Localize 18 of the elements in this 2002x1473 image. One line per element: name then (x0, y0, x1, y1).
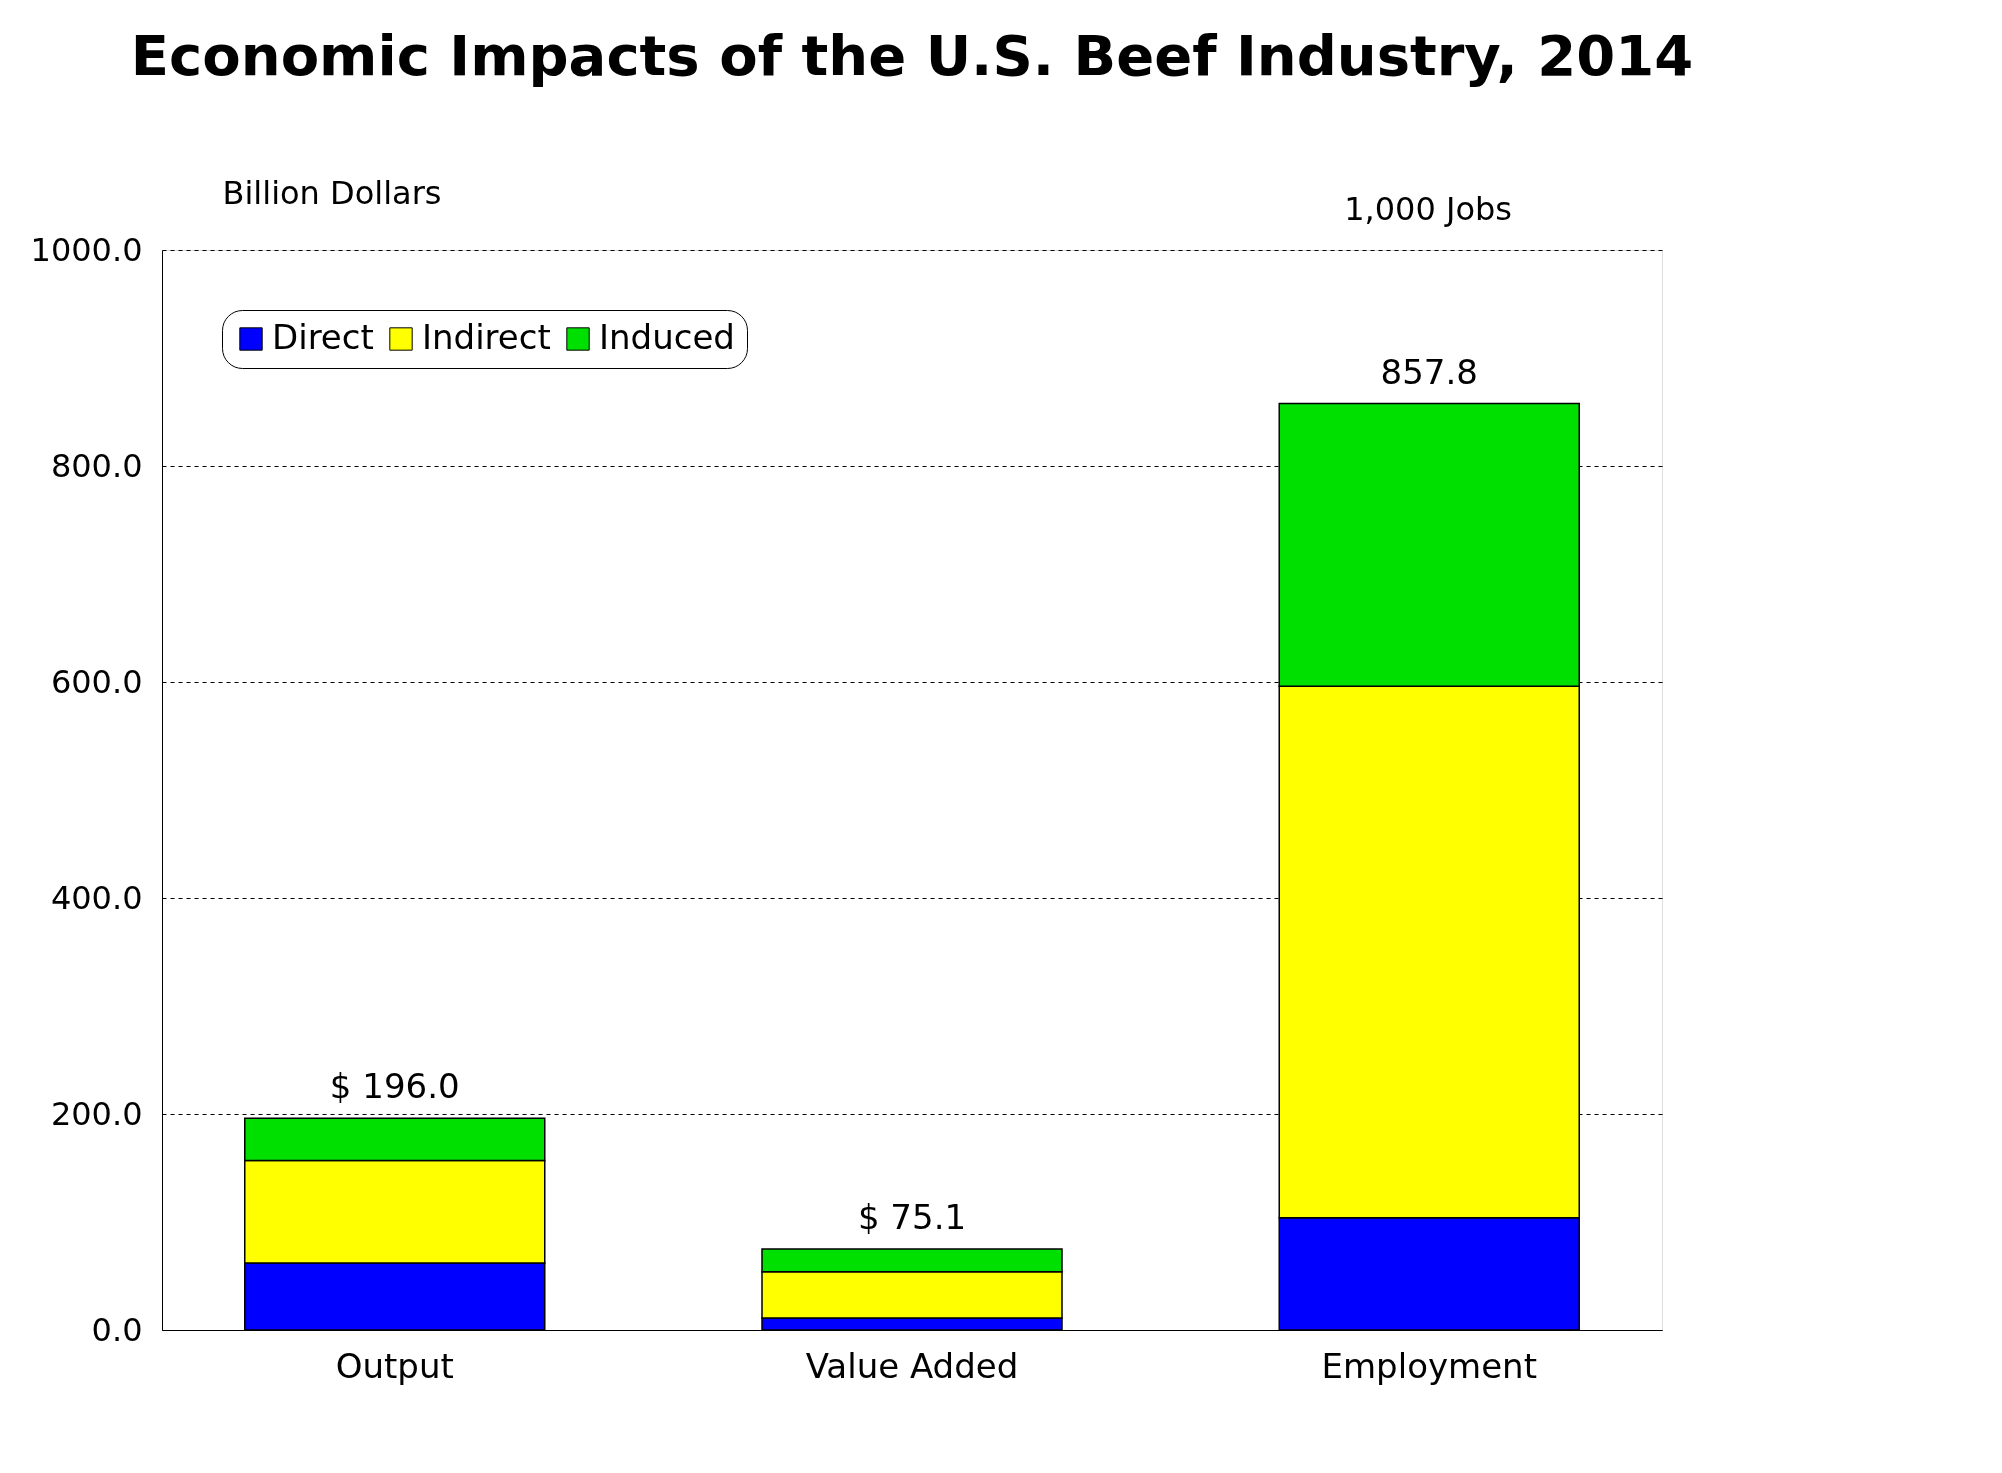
legend-label: Direct (272, 317, 374, 357)
y-tick-label: 400.0 (50, 878, 143, 917)
chart-title: Economic Impacts of the U.S. Beef Industry, 2014 (130, 23, 1694, 88)
y-tick-label: 0.0 (91, 1310, 143, 1349)
total-label: $ 196.0 (329, 1066, 460, 1107)
legend-label: Indirect (422, 317, 551, 357)
y-tick-label: 200.0 (50, 1094, 143, 1133)
y-tick-label: 600.0 (50, 662, 143, 701)
total-label: $ 75.1 (857, 1196, 967, 1237)
x-tick-label: Output (335, 1345, 454, 1386)
x-tick-label: Value Added (805, 1345, 1019, 1386)
legend-label: Induced (599, 317, 735, 357)
text: 1,000 Jobs (1344, 190, 1512, 228)
total-label: 857.8 (1380, 351, 1478, 392)
y-tick-label: 800.0 (50, 446, 143, 485)
x-tick-label: Employment (1321, 1345, 1537, 1386)
y-axis-title: Billion Dollars (222, 173, 442, 212)
y-tick-label: 1000.0 (30, 230, 143, 269)
